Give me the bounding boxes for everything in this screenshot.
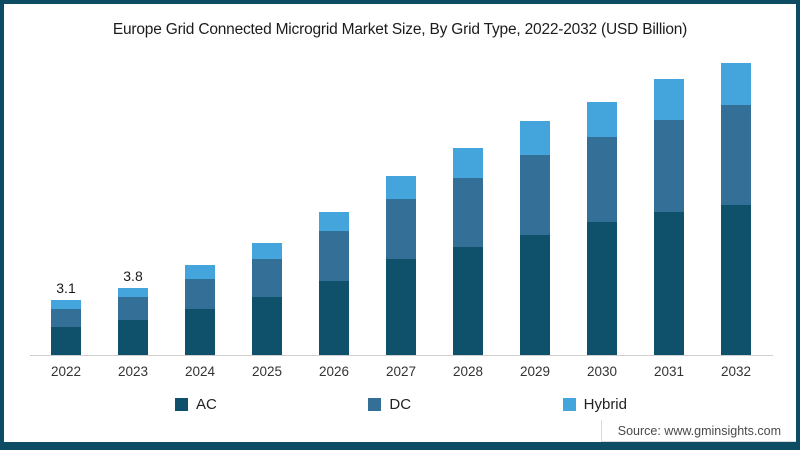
x-tick-2032: 2032: [720, 364, 752, 379]
bar-2022: [51, 300, 81, 355]
bar-2026: [319, 211, 349, 355]
bar-2029: [520, 121, 550, 355]
bar-segment-ac-2031: [654, 211, 684, 355]
legend-swatch-icon: [368, 398, 382, 411]
x-tick-2026: 2026: [318, 364, 350, 379]
bar-segment-dc-2026: [319, 231, 349, 281]
bar-segment-ac-2029: [520, 234, 550, 355]
bar-segment-hybrid-2022: [51, 300, 81, 309]
bar-segment-hybrid-2028: [453, 147, 483, 178]
legend: AC DC Hybrid: [175, 396, 627, 413]
bar-2027: [386, 176, 416, 355]
bar-2025: [252, 243, 282, 355]
bar-segment-hybrid-2023: [118, 287, 148, 297]
bar-segment-dc-2032: [721, 105, 751, 205]
bar-segment-dc-2023: [118, 296, 148, 320]
bar-segment-hybrid-2031: [654, 78, 684, 120]
bar-segment-dc-2022: [51, 308, 81, 327]
legend-item-ac: AC: [175, 396, 217, 413]
legend-swatch-icon: [562, 398, 576, 411]
bar-segment-dc-2025: [252, 259, 282, 297]
x-tick-2023: 2023: [117, 364, 149, 379]
bar-segment-ac-2024: [185, 308, 215, 355]
legend-label: AC: [196, 396, 217, 413]
bar-segment-ac-2026: [319, 280, 349, 355]
legend-item-dc: DC: [368, 396, 411, 413]
source-attribution: Source: www.gminsights.com: [617, 423, 781, 438]
bar-segment-dc-2029: [520, 154, 550, 235]
bar-segment-dc-2027: [386, 199, 416, 260]
bar-2032: [721, 62, 751, 355]
x-tick-2029: 2029: [519, 364, 551, 379]
legend-label: Hybrid: [583, 396, 627, 413]
source-box: Source: www.gminsights.com: [601, 420, 796, 442]
x-tick-2030: 2030: [586, 364, 618, 379]
x-tick-2024: 2024: [184, 364, 216, 379]
bar-segment-hybrid-2030: [587, 101, 617, 138]
bar-2023: [118, 287, 148, 355]
bar-2030: [587, 101, 617, 355]
bar-2024: [185, 264, 215, 355]
legend-label: DC: [389, 396, 412, 413]
bar-segment-ac-2023: [118, 319, 148, 355]
legend-swatch-icon: [175, 398, 188, 411]
x-axis-line: [30, 355, 773, 356]
x-tick-2028: 2028: [452, 364, 484, 379]
bar-segment-dc-2028: [453, 177, 483, 247]
x-tick-2027: 2027: [385, 364, 417, 379]
x-tick-2025: 2025: [251, 364, 283, 379]
value-label-2022: 3.1: [56, 280, 76, 297]
bar-segment-ac-2030: [587, 222, 617, 355]
bar-segment-hybrid-2027: [386, 176, 416, 200]
bar-2031: [654, 78, 684, 355]
bar-2028: [453, 147, 483, 355]
bar-segment-hybrid-2029: [520, 121, 550, 155]
bar-segment-ac-2027: [386, 259, 416, 355]
value-label-2023: 3.8: [123, 267, 143, 284]
bar-segment-dc-2024: [185, 278, 215, 309]
x-tick-2022: 2022: [50, 364, 82, 379]
bar-segment-ac-2022: [51, 326, 81, 355]
chart-title: Europe Grid Connected Microgrid Market S…: [112, 21, 688, 38]
bar-segment-ac-2025: [252, 296, 282, 355]
bar-segment-hybrid-2025: [252, 243, 282, 260]
bar-segment-hybrid-2032: [721, 62, 751, 106]
bar-segment-ac-2032: [721, 204, 751, 355]
legend-item-hybrid: Hybrid: [562, 396, 627, 413]
bar-segment-hybrid-2024: [185, 264, 215, 279]
bar-segment-dc-2030: [587, 137, 617, 223]
bar-segment-dc-2031: [654, 119, 684, 212]
bar-segment-ac-2028: [453, 247, 483, 355]
x-tick-2031: 2031: [653, 364, 685, 379]
bar-segment-hybrid-2026: [319, 211, 349, 232]
